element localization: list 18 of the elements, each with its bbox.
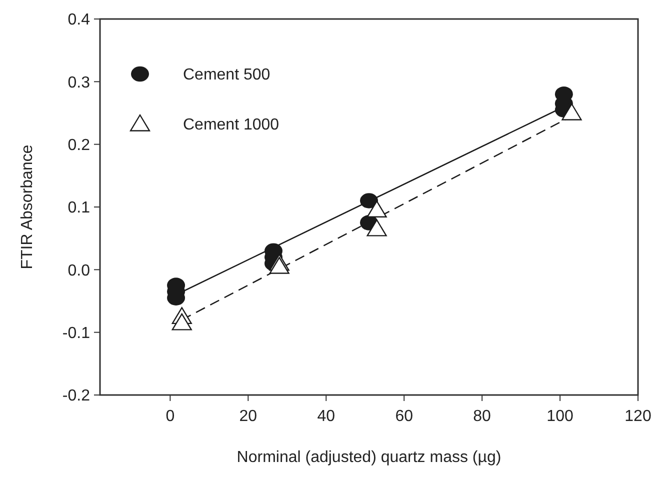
y-tick-label: 0.0 bbox=[68, 262, 90, 280]
x-tick-label: 100 bbox=[546, 408, 574, 425]
y-tick-label: 0.2 bbox=[68, 136, 90, 154]
legend-label: Cement 500 bbox=[183, 66, 270, 84]
legend-label: Cement 1000 bbox=[183, 116, 280, 134]
y-tick-label: 0.1 bbox=[68, 200, 90, 217]
y-tick-label: 0.3 bbox=[68, 74, 90, 92]
y-axis-title: FTIR Absorbance bbox=[19, 144, 36, 270]
y-tick-label: -0.1 bbox=[62, 324, 90, 342]
y-tick-label: -0.2 bbox=[62, 388, 90, 405]
x-tick-label: 60 bbox=[395, 408, 414, 425]
x-tick-label: 0 bbox=[166, 408, 175, 425]
x-tick-label: 120 bbox=[624, 408, 652, 425]
x-tick-label: 80 bbox=[473, 408, 492, 425]
x-axis-title: Norminal (adjusted) quartz mass (µg) bbox=[236, 449, 502, 466]
y-tick-label: 0.4 bbox=[68, 12, 90, 29]
x-tick-label: 20 bbox=[239, 408, 258, 425]
x-tick-label: 40 bbox=[317, 408, 336, 425]
